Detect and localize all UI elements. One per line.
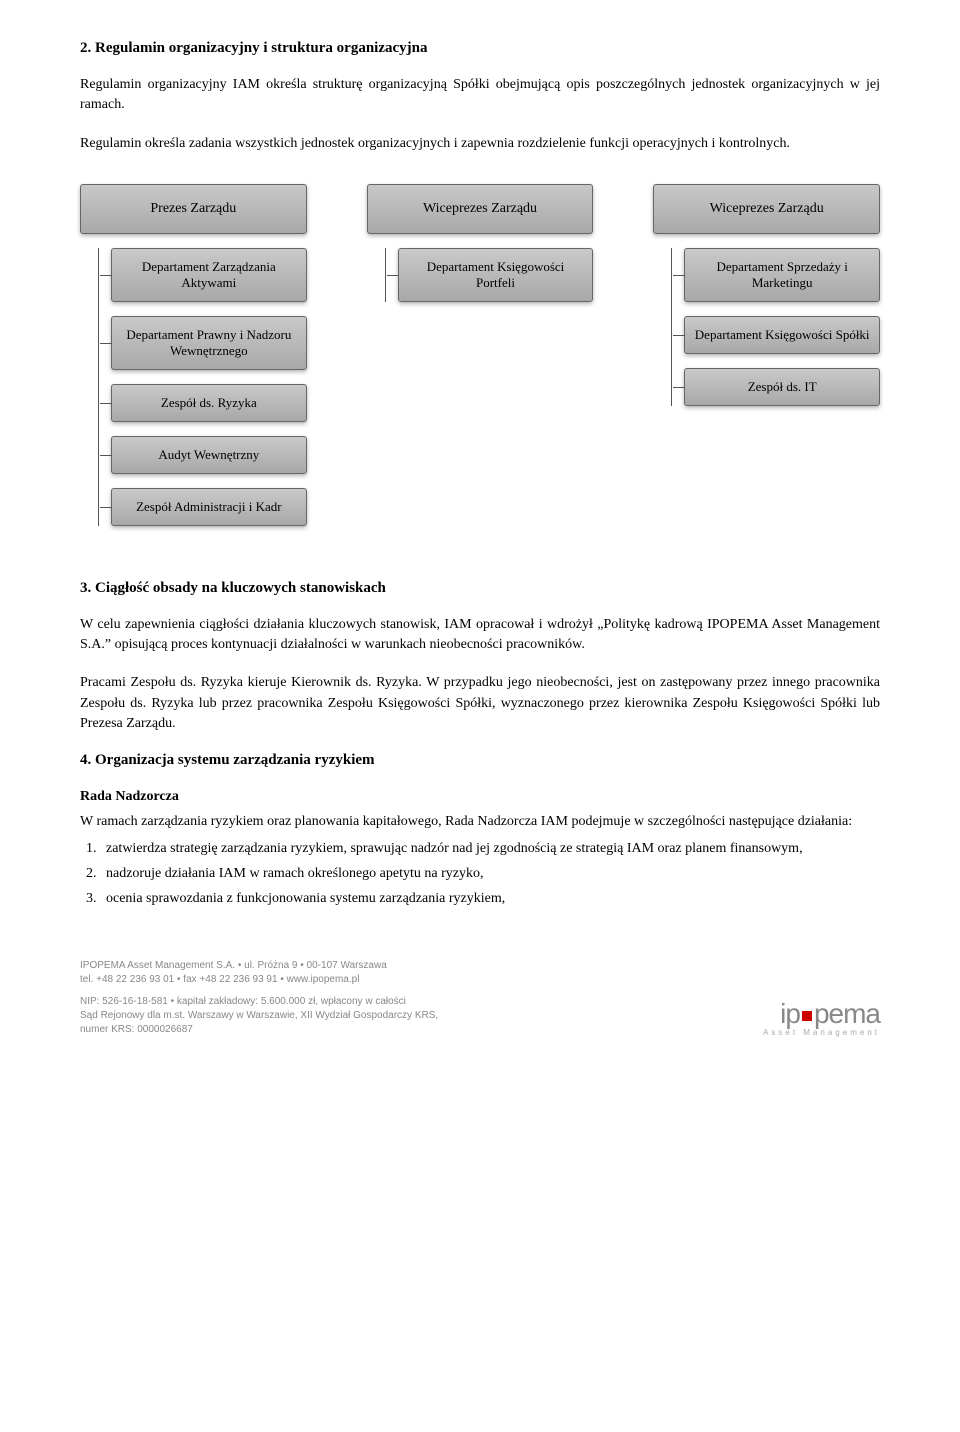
org-dept-portfeli: Departament Księgowości Portfeli <box>398 248 594 302</box>
logo-dot-icon <box>802 1011 812 1021</box>
footer-l2: tel. +48 22 236 93 01 • fax +48 22 236 9… <box>80 973 438 987</box>
footer-l4: Sąd Rejonowy dla m.st. Warszawy w Warsza… <box>80 1009 438 1023</box>
section3-p2: Pracami Zespołu ds. Ryzyka kieruje Kiero… <box>80 673 880 734</box>
section4-li3: ocenia sprawozdania z funkcjonowania sys… <box>100 888 880 909</box>
org-col-2: Wiceprezes Zarządu Departament Księgowoś… <box>367 184 594 540</box>
section3-title: 3. Ciągłość obsady na kluczowych stanowi… <box>80 580 880 597</box>
footer-l5: numer KRS: 0000026687 <box>80 1023 438 1037</box>
logo-text: ippema <box>763 998 880 1030</box>
org-head-prezes: Prezes Zarządu <box>80 184 307 234</box>
section4-li2: nadzoruje działania IAM w ramach określo… <box>100 863 880 884</box>
footer-logo: ippema Asset Management <box>763 998 880 1037</box>
section4-li1: zatwierdza strategię zarządzania ryzykie… <box>100 838 880 859</box>
footer-l1: IPOPEMA Asset Management S.A. • ul. Próż… <box>80 959 438 973</box>
section2-p1: Regulamin organizacyjny IAM określa stru… <box>80 75 880 116</box>
footer-left: IPOPEMA Asset Management S.A. • ul. Próż… <box>80 959 438 1037</box>
org-zespol-it: Zespół ds. IT <box>684 368 880 406</box>
logo-main: ippema <box>780 998 880 1029</box>
org-zespol-ryzyka: Zespół ds. Ryzyka <box>111 384 307 422</box>
org-col-3: Wiceprezes Zarządu Departament Sprzedaży… <box>653 184 880 540</box>
org-chart: Prezes Zarządu Departament Zarządzania A… <box>80 184 880 540</box>
org-zespol-admin: Zespół Administracji i Kadr <box>111 488 307 526</box>
section4-list: zatwierdza strategię zarządzania ryzykie… <box>100 838 880 909</box>
footer-l3: NIP: 526-16-18-581 • kapitał zakładowy: … <box>80 995 438 1009</box>
org-dept-ksiegowosci: Departament Księgowości Spółki <box>684 316 880 354</box>
section2-p2: Regulamin określa zadania wszystkich jed… <box>80 134 880 154</box>
org-audyt: Audyt Wewnętrzny <box>111 436 307 474</box>
section2-title: 2. Regulamin organizacyjny i struktura o… <box>80 40 880 57</box>
section3-p1: W celu zapewnienia ciągłości działania k… <box>80 615 880 656</box>
section4-sub: Rada Nadzorcza <box>80 787 880 807</box>
org-head-wp2: Wiceprezes Zarządu <box>653 184 880 234</box>
footer: IPOPEMA Asset Management S.A. • ul. Próż… <box>80 959 880 1037</box>
section4-intro: W ramach zarządzania ryzykiem oraz plano… <box>80 812 880 832</box>
org-dept-sprzedazy: Departament Sprzedaży i Marketingu <box>684 248 880 302</box>
org-dept-prawny: Departament Prawny i Nadzoru Wewnętrzneg… <box>111 316 307 370</box>
logo-sub: Asset Management <box>763 1028 880 1037</box>
org-col-1: Prezes Zarządu Departament Zarządzania A… <box>80 184 307 540</box>
org-dept-aktywami: Departament Zarządzania Aktywami <box>111 248 307 302</box>
section4-title: 4. Organizacja systemu zarządzania ryzyk… <box>80 752 880 769</box>
org-head-wp1: Wiceprezes Zarządu <box>367 184 594 234</box>
